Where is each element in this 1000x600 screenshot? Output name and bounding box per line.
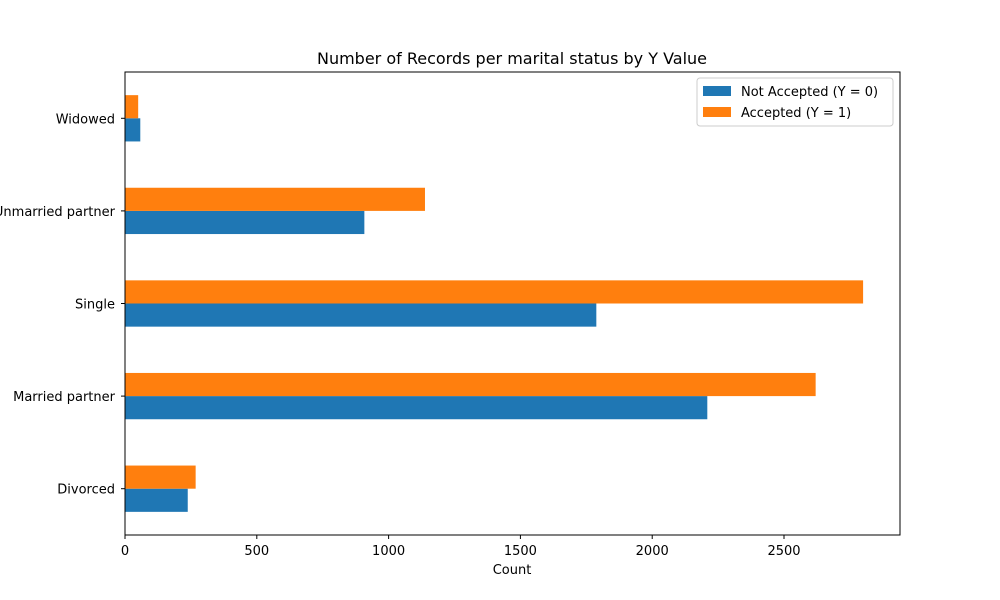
bar-unmarried-partner-series-1 — [125, 187, 425, 211]
bar-divorced-series-1 — [125, 465, 196, 489]
bar-widowed-series-1 — [125, 95, 139, 119]
legend-swatch — [703, 107, 731, 117]
y-axis: Divorced Married partner Single Unmarried p… — [0, 112, 125, 498]
bar-unmarried-partner-series-0 — [125, 210, 365, 235]
y-tick-label: Married partner — [13, 390, 116, 405]
legend-box — [696, 77, 894, 127]
y-tick-label: Unmarried partner — [0, 205, 116, 220]
x-tick-label: 2500 — [767, 544, 800, 559]
legend: Not Accepted (Y = 0) Accepted (Y = 1) — [696, 77, 894, 127]
x-axis: 0 500 1000 1500 2000 2500 — [121, 535, 801, 559]
y-tick-label: Widowed — [56, 112, 115, 127]
legend-swatch — [703, 86, 731, 96]
y-tick-label: Divorced — [57, 483, 115, 498]
x-tick-label: 2000 — [636, 544, 669, 559]
bar-divorced-series-0 — [125, 488, 188, 512]
x-tick-label: 1500 — [504, 544, 537, 559]
chart-title: Number of Records per marital status by … — [317, 49, 707, 68]
x-tick-label: 500 — [244, 544, 269, 559]
bars-layer — [125, 95, 864, 512]
bar-married-partner-series-0 — [125, 396, 708, 420]
bar-single-series-0 — [125, 303, 597, 327]
bar-married-partner-series-1 — [125, 372, 816, 397]
legend-label: Not Accepted (Y = 0) — [741, 85, 878, 100]
y-tick-label: Single — [75, 298, 115, 313]
bar-single-series-1 — [125, 280, 864, 304]
x-tick-label: 0 — [121, 544, 129, 559]
bar-widowed-series-0 — [125, 118, 141, 142]
x-axis-label: Count — [493, 563, 532, 578]
legend-label: Accepted (Y = 1) — [741, 106, 851, 121]
x-tick-label: 1000 — [372, 544, 405, 559]
